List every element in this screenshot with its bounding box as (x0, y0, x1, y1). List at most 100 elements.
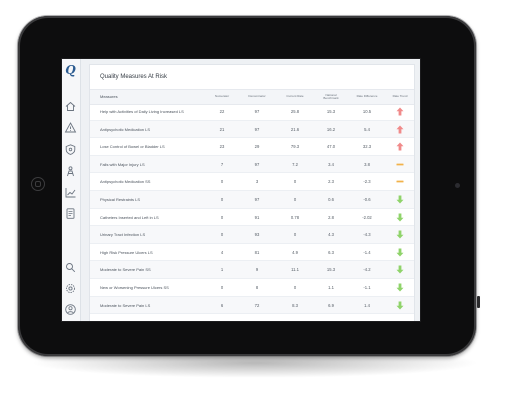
shield-icon[interactable] (64, 143, 77, 156)
current-rate-cell: 0.78 (290, 214, 300, 220)
table-row[interactable]: Falls with Major Injury LS 7 97 7.2 3.4 3.8 (90, 155, 414, 174)
numerator-cell: 7 (220, 161, 224, 167)
numerator-cell: 0 (220, 232, 224, 238)
denominator-cell: 81 (254, 249, 260, 255)
app-logo[interactable]: Q (65, 63, 76, 77)
benchmark-cell: 3.4 (328, 161, 334, 167)
device-rim (17, 15, 477, 357)
rate-difference-cell: -1.4 (363, 249, 371, 255)
reports-icon[interactable] (64, 207, 77, 220)
measure-cell: Antipsychotic Medication LS (100, 126, 151, 132)
column-header-rate-difference[interactable]: Rate Difference (356, 94, 378, 99)
numerator-cell: 1 (220, 267, 224, 273)
column-header-current-rate[interactable]: Current Rate (286, 94, 304, 99)
column-header-national-benchmark-line1: National (325, 92, 337, 97)
current-rate-cell: 21.6 (290, 126, 300, 132)
numerator-cell: 4 (220, 249, 224, 255)
numerator-cell: 21 (219, 126, 225, 132)
table-row[interactable]: Lose Control of Bowel or Bladder LS 23 29 7… (90, 138, 414, 156)
benchmark-cell: 15.3 (326, 109, 336, 114)
measure-cell: Help with Activities of Daily Living Inc… (100, 109, 184, 114)
benchmark-cell: 6.9 (328, 302, 334, 308)
current-rate-cell: 4.9 (292, 249, 298, 255)
denominator-cell: 8 (255, 285, 259, 290)
measure-cell: Moderate to Severe Pain LS (100, 302, 151, 308)
table-row[interactable]: Moderate to Severe Pain SS 1 9 11.1 15.3 -4.2 (90, 261, 414, 279)
benchmark-cell: 0.6 (328, 197, 334, 202)
rate-difference-cell: -0.6 (363, 197, 371, 202)
current-rate-cell: 8.3 (292, 302, 298, 308)
quality-measures-panel: Quality Measures At Risk Measures Numera… (89, 64, 415, 322)
column-header-measures[interactable]: Measures (100, 94, 118, 100)
benchmark-cell: 1.1 (328, 285, 334, 290)
table-row[interactable]: Help with Activities of Daily Living Inc… (90, 103, 414, 121)
current-rate-cell: 0 (293, 197, 297, 202)
current-rate-cell: 25.8 (290, 109, 300, 114)
benchmark-cell: 6.3 (328, 249, 334, 255)
benchmark-cell: 2.3 (328, 179, 334, 185)
trend-up-arrow-icon (388, 121, 412, 138)
column-header-rate-trend[interactable]: Rate Trend (392, 94, 408, 99)
denominator-cell: 93 (254, 232, 260, 238)
measure-cell: Antipsychotic Medication SS (100, 179, 151, 185)
column-header-numerator[interactable]: Numerator (214, 94, 230, 99)
column-header-national-benchmark-line2: Benchmark (323, 96, 339, 100)
rate-difference-cell: -4.3 (363, 232, 371, 238)
column-header-national-benchmark[interactable]: National Benchmark (316, 90, 346, 104)
rate-difference-cell: -2.3 (363, 179, 371, 185)
benchmark-cell: 4.3 (328, 232, 334, 238)
denominator-cell: 9 (255, 267, 259, 273)
denominator-cell: 3 (255, 179, 259, 185)
measure-cell: Physical Restraints LS (100, 197, 141, 202)
home-button[interactable] (31, 177, 45, 191)
denominator-cell: 72 (254, 302, 260, 308)
numerator-cell: 0 (220, 179, 224, 185)
settings-icon[interactable] (64, 282, 77, 295)
denominator-cell: 97 (254, 197, 260, 202)
trend-down-arrow-icon (388, 244, 412, 261)
trend-down-arrow-icon (388, 261, 412, 278)
table-row[interactable]: Urinary Tract Infection LS 0 93 0 4.3 -4.3 (90, 226, 414, 244)
current-rate-cell: 0 (293, 285, 297, 290)
measure-cell: Catheters Inserted and Left in LS (100, 214, 159, 220)
numerator-cell: 22 (219, 109, 225, 114)
denominator-cell: 97 (254, 109, 260, 114)
numerator-cell: 0 (220, 197, 224, 202)
denominator-cell: 97 (254, 161, 260, 167)
table-row[interactable]: Catheters Inserted and Left in LS 0 91 0.78… (90, 209, 414, 227)
table-row[interactable]: High Risk Pressure Ulcers LS 4 81 4.9 6.3 -1.… (90, 244, 414, 262)
home-icon[interactable] (64, 100, 77, 113)
denominator-cell: 97 (254, 126, 260, 132)
table-row[interactable]: Moderate to Severe Pain LS 6 72 8.3 6.9 1.4 (90, 296, 414, 315)
measure-cell: High Risk Pressure Ulcers LS (100, 249, 153, 255)
trend-down-arrow-icon (388, 279, 412, 296)
rate-difference-cell: 1.4 (364, 302, 370, 308)
panel-title: Quality Measures At Risk (100, 74, 168, 80)
column-header-denominator[interactable]: Denominator (248, 94, 266, 99)
denominator-cell: 91 (254, 214, 260, 220)
benchmark-cell: 47.0 (326, 144, 336, 150)
table-row[interactable]: New or Worsening Pressure Ulcers SS 0 8 0 1.… (90, 279, 414, 297)
analytics-icon[interactable] (64, 186, 77, 199)
current-rate-cell: 79.3 (290, 144, 300, 150)
app-screen: Q Quality Measures At Risk (61, 58, 421, 322)
table-row[interactable]: Antipsychotic Medication LS 21 97 21.6 16.2 5… (90, 120, 414, 139)
trend-up-arrow-icon (388, 103, 412, 120)
trend-up-arrow-icon (388, 138, 412, 155)
measure-cell: Moderate to Severe Pain SS (100, 267, 151, 273)
table-row[interactable]: Physical Restraints LS 0 97 0 0.6 -0.6 (90, 191, 414, 209)
numerator-cell: 0 (220, 214, 224, 220)
rate-difference-cell: 3.8 (364, 161, 370, 167)
trend-down-arrow-icon (388, 226, 412, 243)
rate-difference-cell: -2.02 (362, 214, 372, 220)
hardware-side-button (477, 296, 480, 308)
table-row[interactable]: Antipsychotic Medication SS 0 3 0 2.3 -2.3 (90, 173, 414, 191)
residents-icon[interactable] (64, 165, 77, 178)
search-icon[interactable] (64, 261, 77, 274)
camera (455, 183, 460, 188)
trend-down-arrow-icon (388, 191, 412, 208)
benchmark-cell: 16.2 (326, 126, 336, 132)
alert-icon[interactable] (64, 121, 77, 134)
benchmark-cell: 15.3 (326, 267, 336, 273)
profile-icon[interactable] (64, 303, 77, 316)
